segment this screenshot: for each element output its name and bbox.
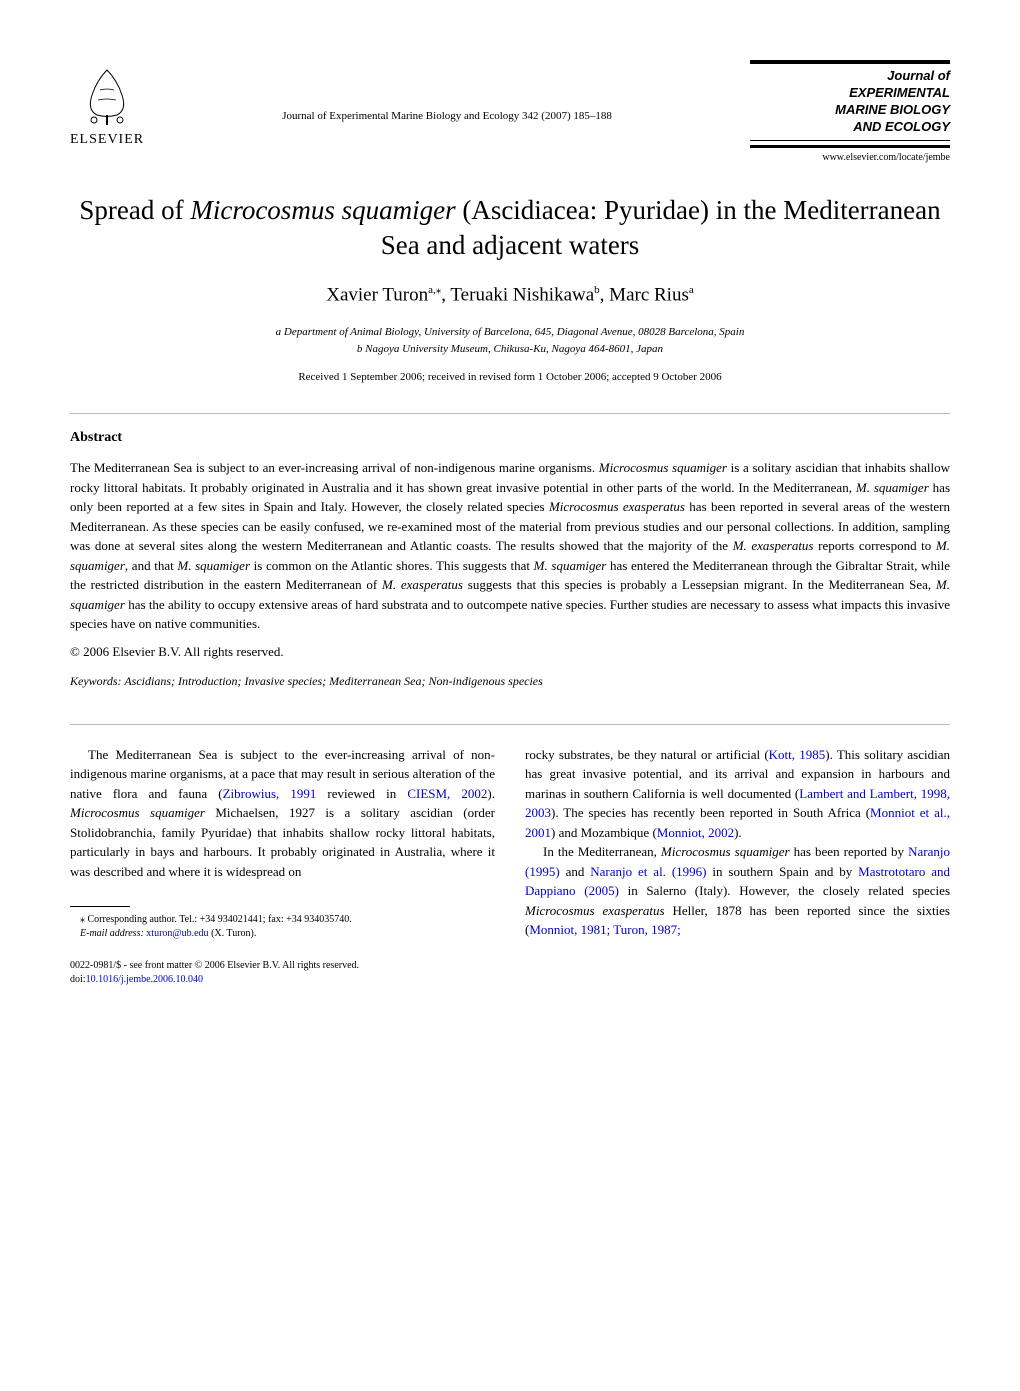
author1: Xavier Turon bbox=[326, 284, 428, 305]
divider bbox=[70, 413, 950, 414]
journal-line1: Journal of bbox=[750, 68, 950, 85]
affiliation-b: b Nagoya University Museum, Chikusa-Ku, … bbox=[70, 341, 950, 358]
doi-value: 10.1016/j.jembe.2006.10.040 bbox=[86, 974, 204, 985]
issn-line: 0022-0981/$ - see front matter © 2006 El… bbox=[70, 959, 495, 973]
email-footnote: E-mail address: xturon@ub.edu (X. Turon)… bbox=[70, 927, 495, 941]
copyright: © 2006 Elsevier B.V. All rights reserved… bbox=[70, 644, 950, 660]
keywords: Keywords: Ascidians; Introduction; Invas… bbox=[70, 674, 950, 689]
right-column: rocky substrates, be they natural or art… bbox=[525, 745, 950, 988]
author2: , Teruaki Nishikawa bbox=[441, 284, 594, 305]
abstract-heading: Abstract bbox=[70, 430, 950, 446]
doi-label: doi: bbox=[70, 974, 86, 985]
left-column: The Mediterranean Sea is subject to the … bbox=[70, 745, 495, 988]
abstract-text: The Mediterranean Sea is subject to an e… bbox=[70, 458, 950, 634]
footer-info: 0022-0981/$ - see front matter © 2006 El… bbox=[70, 959, 495, 987]
elsevier-tree-icon bbox=[72, 60, 142, 130]
received-dates: Received 1 September 2006; received in r… bbox=[70, 371, 950, 383]
email-address: xturon@ub.edu bbox=[144, 928, 209, 939]
affiliation-a: a Department of Animal Biology, Universi… bbox=[70, 324, 950, 341]
title-post: (Ascidiacea: Pyuridae) in the Mediterran… bbox=[381, 195, 941, 260]
header-row: ELSEVIER Journal of Experimental Marine … bbox=[70, 60, 950, 163]
divider bbox=[70, 724, 950, 725]
body-right-p1: rocky substrates, be they natural or art… bbox=[525, 745, 950, 843]
article-title: Spread of Microcosmus squamiger (Ascidia… bbox=[70, 193, 950, 263]
publisher-logo: ELSEVIER bbox=[70, 60, 144, 148]
journal-line2: EXPERIMENTAL bbox=[750, 85, 950, 102]
doi-line: doi:10.1016/j.jembe.2006.10.040 bbox=[70, 973, 495, 987]
author1-sup: a, bbox=[428, 284, 436, 296]
email-name: (X. Turon). bbox=[209, 928, 257, 939]
keywords-text: Ascidians; Introduction; Invasive specie… bbox=[122, 674, 543, 688]
title-species: Microcosmus squamiger bbox=[190, 195, 455, 225]
journal-line4: AND ECOLOGY bbox=[750, 119, 950, 136]
title-pre: Spread of bbox=[79, 195, 190, 225]
body-columns: The Mediterranean Sea is subject to the … bbox=[70, 745, 950, 988]
corresponding-footnote: ⁎ Corresponding author. Tel.: +34 934021… bbox=[70, 913, 495, 927]
body-right-p2: In the Mediterranean, Microcosmus squami… bbox=[525, 842, 950, 940]
journal-url: www.elsevier.com/locate/jembe bbox=[750, 145, 950, 163]
author3-sup: a bbox=[689, 284, 694, 296]
body-left-p1: The Mediterranean Sea is subject to the … bbox=[70, 745, 495, 882]
affiliations: a Department of Animal Biology, Universi… bbox=[70, 324, 950, 357]
journal-line3: MARINE BIOLOGY bbox=[750, 102, 950, 119]
keywords-label: Keywords: bbox=[70, 674, 122, 688]
publisher-name: ELSEVIER bbox=[70, 132, 144, 148]
journal-citation: Journal of Experimental Marine Biology a… bbox=[282, 60, 612, 122]
authors: Xavier Turona,⁎, Teruaki Nishikawab, Mar… bbox=[70, 283, 950, 306]
email-label: E-mail address: bbox=[80, 928, 144, 939]
journal-title-box: Journal of EXPERIMENTAL MARINE BIOLOGY A… bbox=[750, 60, 950, 163]
footnote-separator bbox=[70, 906, 130, 907]
author3: , Marc Rius bbox=[600, 284, 689, 305]
